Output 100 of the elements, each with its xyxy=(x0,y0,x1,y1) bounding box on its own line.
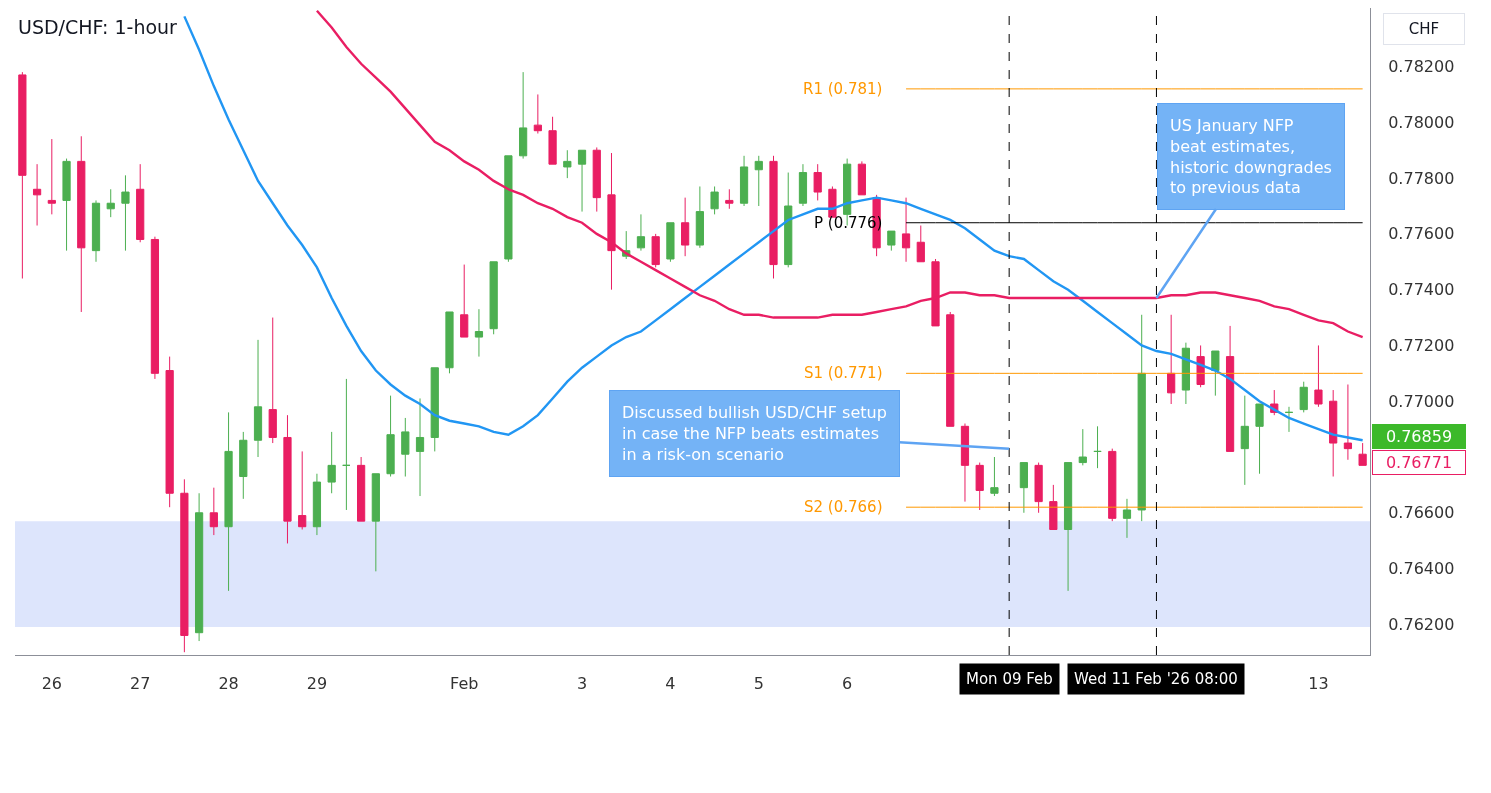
candlestick xyxy=(1167,314,1176,405)
x-tick-label: 13 xyxy=(1308,674,1329,694)
annotation: Discussed bullish USD/CHF setup in case the NFP beats estimates in a risk-on scenario xyxy=(622,403,887,464)
candlestick xyxy=(1137,314,1146,522)
x-tick-label: Feb xyxy=(450,674,479,694)
candlestick xyxy=(357,456,366,522)
candlestick xyxy=(548,116,557,165)
candlestick xyxy=(1108,448,1117,522)
candlestick xyxy=(1299,381,1308,413)
candlestick xyxy=(636,213,646,252)
candlestick xyxy=(121,174,130,252)
y-tick-label: 0.77200 xyxy=(1388,336,1455,356)
candlestick xyxy=(798,163,808,207)
candlestick xyxy=(784,172,793,268)
y-tick-label: 0.78000 xyxy=(1388,112,1455,132)
y-axis-title: CHF xyxy=(1408,20,1440,38)
text: 0.76771 xyxy=(1385,453,1453,472)
x-tick-label: 3 xyxy=(576,674,588,694)
candlestick xyxy=(1078,428,1087,466)
x-tick-label: 5 xyxy=(753,674,764,694)
candlestick xyxy=(519,71,528,160)
candlestick xyxy=(283,414,292,544)
candlestick xyxy=(666,222,675,263)
candlestick xyxy=(1049,484,1058,530)
series-label: S1 (0.771) xyxy=(804,364,883,382)
candlestick xyxy=(1211,350,1220,397)
candlestick xyxy=(681,197,690,257)
candlestick xyxy=(77,135,86,313)
candlestick xyxy=(946,311,955,427)
candlestick xyxy=(857,160,866,196)
candlestick xyxy=(386,395,395,478)
candlestick xyxy=(1329,389,1338,478)
series-label: R1 (0.781) xyxy=(803,80,883,98)
y-tick-label: 0.76400 xyxy=(1388,559,1455,579)
candlestick xyxy=(695,185,704,249)
candlestick xyxy=(651,233,660,268)
candlestick xyxy=(1093,425,1102,469)
candlestick xyxy=(1063,462,1073,592)
candlestick xyxy=(607,152,616,291)
candlestick xyxy=(165,356,174,508)
candlestick xyxy=(1181,342,1191,405)
candlestick xyxy=(931,258,940,327)
x-tick-label: 27 xyxy=(130,674,151,694)
y-tick-label: 0.76600 xyxy=(1388,503,1455,523)
candlestick xyxy=(180,478,189,653)
candlestick xyxy=(975,462,984,511)
candlestick xyxy=(342,378,351,511)
candlestick xyxy=(327,431,336,494)
candlestick xyxy=(106,188,115,218)
y-tick-label: 0.76200 xyxy=(1388,614,1455,634)
candlestick xyxy=(725,188,734,210)
candlestick xyxy=(136,163,145,243)
candlestick xyxy=(18,71,27,280)
x-tick-label: Wed 11 Feb '26 08:00 xyxy=(1074,670,1238,688)
candlestick xyxy=(901,197,911,263)
candlestick xyxy=(445,311,454,374)
candlestick xyxy=(224,411,233,592)
candlestick xyxy=(1255,403,1264,475)
x-tick-label: 28 xyxy=(218,674,239,694)
candlestick xyxy=(1122,498,1132,539)
y-tick-label: 0.78200 xyxy=(1388,57,1455,77)
candlestick xyxy=(371,473,380,572)
candlestick xyxy=(312,473,322,536)
candlestick xyxy=(474,308,484,358)
candlestick xyxy=(916,225,925,263)
candlestick xyxy=(32,163,42,227)
y-tick-label: 0.77400 xyxy=(1388,280,1455,300)
candlestick xyxy=(754,155,763,207)
candlestick xyxy=(91,199,101,263)
candlestick xyxy=(813,163,822,201)
candlestick xyxy=(209,487,218,536)
y-tick-label: 0.77600 xyxy=(1388,224,1455,244)
y-tick-label: 0.77800 xyxy=(1388,168,1455,188)
line-series xyxy=(315,9,1364,339)
candlestick xyxy=(1240,395,1249,486)
x-tick-label: 29 xyxy=(306,674,328,694)
candlestick xyxy=(47,138,56,215)
text: 0.76859 xyxy=(1385,427,1453,446)
x-tick-label: Mon 09 Feb xyxy=(966,670,1053,688)
candlestick xyxy=(577,149,587,213)
candlestick xyxy=(239,431,248,500)
candlestick xyxy=(504,155,513,263)
y-tick-label: 0.77000 xyxy=(1388,391,1455,411)
candlestick xyxy=(430,367,439,452)
candlestick xyxy=(710,185,719,215)
candlestick xyxy=(592,146,601,213)
series-label: S2 (0.766) xyxy=(804,498,883,516)
candlestick xyxy=(960,423,970,503)
candlestick xyxy=(150,236,160,380)
annotation: US January NFP beat estimates, historic downgrades to previous data xyxy=(1170,116,1332,198)
candlestick xyxy=(1284,406,1294,433)
x-tick-label: 6 xyxy=(842,674,853,694)
candlestick xyxy=(887,230,896,252)
candlestick xyxy=(990,456,999,497)
candlestick xyxy=(1019,462,1028,514)
candlestick xyxy=(194,492,204,642)
candlestick xyxy=(563,149,572,179)
candlestick xyxy=(1343,383,1353,461)
candlestick xyxy=(460,264,469,338)
candlestick xyxy=(62,158,71,252)
